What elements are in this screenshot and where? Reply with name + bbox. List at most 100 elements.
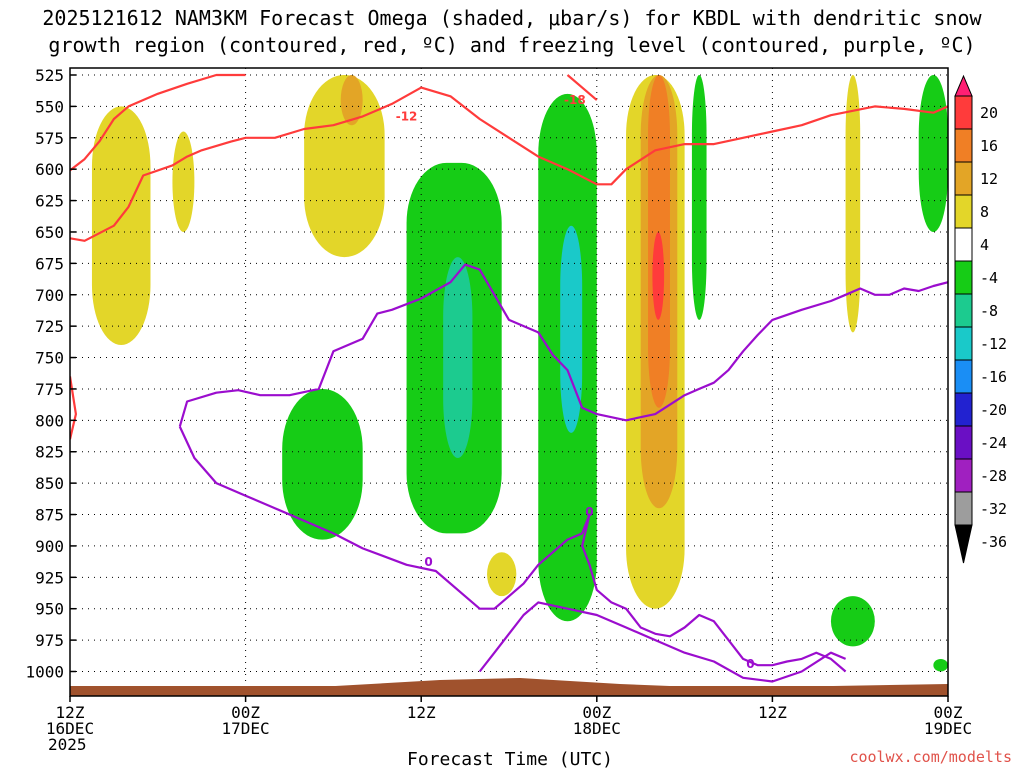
colorbar-label-5: -4 (980, 269, 998, 287)
chart-title-line1: 2025121612 NAM3KM Forecast Omega (shaded… (42, 6, 982, 30)
colorbar-swatch-5 (954, 227, 973, 262)
omega-region-6 (443, 257, 473, 459)
omega-region-17 (830, 596, 875, 647)
x-tick-label-0-2: 2025 (48, 735, 87, 754)
contour-line-2 (566, 74, 598, 101)
colorbar-label-3: 8 (980, 203, 989, 221)
contour-lines: -12 -18 0 0 0 (70, 73, 948, 683)
colorbar-swatch-13 (954, 491, 973, 526)
colorbar-top-arrow (954, 74, 973, 97)
omega-region-2 (304, 75, 385, 258)
y-tick-label-650: 650 (35, 223, 64, 242)
dotted-grid (70, 68, 948, 696)
colorbar-label-11: -28 (980, 467, 1007, 485)
colorbar-bottom-arrow (954, 524, 973, 564)
colorbar-swatch-8 (954, 326, 973, 361)
terrain-strip (70, 678, 948, 696)
colorbar-swatch-9 (954, 359, 973, 394)
y-tick-label-825: 825 (35, 443, 64, 462)
x-tick-label-48-0: 12Z (758, 703, 787, 722)
contour-line-4 (178, 263, 948, 427)
x-tick-label-60-1: 19DEC (924, 719, 972, 738)
x-tick-label-12-0: 00Z (231, 703, 260, 722)
omega-region-13 (487, 552, 517, 597)
omega-region-1 (172, 131, 195, 232)
colorbar-label-13: -36 (980, 533, 1007, 551)
y-tick-label-925: 925 (35, 568, 64, 587)
y-tick-label-775: 775 (35, 380, 64, 399)
terrain-surface (70, 678, 948, 696)
contour-line-1 (70, 86, 948, 242)
y-tick-label-575: 575 (35, 129, 64, 148)
omega-region-14 (691, 75, 707, 320)
colorbar-label-6: -8 (980, 302, 998, 320)
y-tick-label-750: 750 (35, 349, 64, 368)
colorbar-swatch-10 (954, 392, 973, 427)
colorbar-label-9: -20 (980, 401, 1007, 419)
colorbar-swatch-6 (954, 260, 973, 295)
y-tick-label-1000: 1000 (25, 663, 64, 682)
y-tick-label-625: 625 (35, 192, 64, 211)
x-tick-label-0-1: 16DEC (46, 719, 94, 738)
colorbar-swatch-2 (954, 128, 973, 163)
colorbar-label-8: -16 (980, 368, 1007, 386)
chart-title-line2: growth region (contoured, red, ºC) and f… (48, 33, 975, 57)
colorbar-swatch-3 (954, 161, 973, 196)
colorbar-swatch-4 (954, 194, 973, 229)
colorbar-swatch-1 (954, 95, 973, 130)
x-tick-label-24-0: 12Z (407, 703, 436, 722)
omega-shading (91, 75, 948, 672)
contour-label-2: 0 (585, 505, 593, 519)
y-tick-label-975: 975 (35, 631, 64, 650)
contour-line-5 (178, 426, 847, 673)
contour-label-0: -12 (396, 109, 418, 123)
y-tick-label-550: 550 (35, 97, 64, 116)
contour-label-1: -18 (564, 93, 586, 107)
y-tick-label-800: 800 (35, 411, 64, 430)
y-tick-label-950: 950 (35, 600, 64, 619)
x-tick-label-36-0: 00Z (582, 703, 611, 722)
plot-frame (69, 67, 949, 697)
x-tick-label-12-1: 17DEC (222, 719, 270, 738)
x-tick-label-60-0: 00Z (934, 703, 963, 722)
y-tick-label-900: 900 (35, 537, 64, 556)
omega-region-16 (918, 75, 948, 232)
omega-region-15 (845, 75, 861, 333)
credit-text: coolwx.com/modelts (849, 748, 1012, 766)
y-tick-label-850: 850 (35, 474, 64, 493)
contour-line-6 (478, 601, 847, 683)
omega-region-4 (282, 388, 363, 540)
y-tick-label-525: 525 (35, 66, 64, 85)
contour-line-3 (70, 376, 78, 440)
y-tick-label-675: 675 (35, 254, 64, 273)
y-tick-label-725: 725 (35, 317, 64, 336)
omega-region-12 (652, 231, 665, 320)
contour-label-3: 0 (746, 657, 754, 671)
colorbar-label-7: -12 (980, 335, 1007, 353)
contour-label-4: 0 (424, 555, 432, 569)
y-tick-label-600: 600 (35, 160, 64, 179)
contour-line-0 (70, 73, 246, 172)
x-tick-label-0-0: 12Z (56, 703, 85, 722)
colorbar-label-12: -32 (980, 500, 1007, 518)
x-axis-label: Forecast Time (UTC) (407, 749, 613, 768)
colorbar: 20 16 12 8 4 -4 -8 -12 -16 -20 -24 -28 -32 -36 (954, 74, 1007, 564)
colorbar-label-10: -24 (980, 434, 1007, 452)
omega-region-8 (560, 225, 583, 433)
x-tick-label-36-1: 18DEC (573, 719, 621, 738)
colorbar-label-2: 12 (980, 170, 998, 188)
omega-region-18 (933, 658, 948, 672)
omega-region-0 (91, 106, 151, 345)
y-tick-label-875: 875 (35, 506, 64, 525)
colorbar-swatch-11 (954, 425, 973, 460)
omega-region-3 (340, 75, 363, 126)
y-tick-label-700: 700 (35, 286, 64, 305)
colorbar-label-1: 16 (980, 137, 998, 155)
colorbar-label-4: 4 (980, 236, 989, 254)
colorbar-swatch-12 (954, 458, 973, 493)
pressure-axis: 525 550 575 600 625 650 675 700 725 750 775 800 825 8… (25, 66, 76, 682)
colorbar-swatch-7 (954, 293, 973, 328)
colorbar-label-0: 20 (980, 104, 998, 122)
